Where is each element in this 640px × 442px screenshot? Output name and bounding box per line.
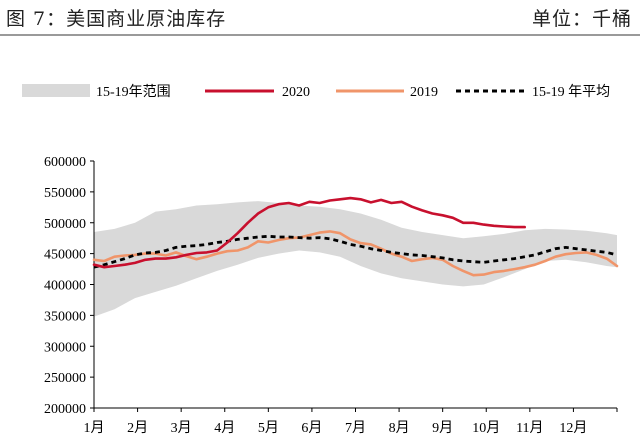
x-tick-label: 6月 (301, 420, 322, 436)
x-tick-label: 10月 (472, 420, 500, 436)
legend-label-2020: 2020 (282, 85, 310, 100)
y-tick-label: 550000 (44, 186, 86, 201)
y-tick-label: 450000 (44, 248, 86, 263)
y-tick-label: 350000 (44, 309, 86, 324)
legend-swatch-range (22, 84, 90, 97)
unit-label: 单位：千桶 (531, 8, 632, 30)
x-tick-label: 9月 (432, 420, 453, 436)
y-tick-label: 600000 (44, 155, 86, 170)
range-band-layer (94, 201, 617, 317)
legend: 15-19年范围 2020 2019 15-19 年平均 (22, 83, 610, 100)
legend-label-avg: 15-19 年平均 (532, 84, 610, 100)
series-2020-line (92, 196, 526, 269)
y-tick-label: 400000 (44, 279, 86, 294)
x-tick-label: 7月 (345, 420, 366, 436)
range-band-area (94, 201, 617, 317)
y-axis-ticks: 600000 550000 500000 450000 400000 350000 3000… (44, 155, 94, 417)
x-tick-label: 4月 (214, 420, 235, 436)
header-divider (0, 34, 640, 36)
series-layer (92, 196, 619, 277)
y-tick-label: 500000 (44, 217, 86, 232)
x-tick-label: 11月 (516, 420, 543, 436)
x-tick-label: 5月 (258, 420, 279, 436)
y-tick-label: 300000 (44, 340, 86, 355)
x-tick-label: 12月 (559, 420, 587, 436)
legend-label-2019: 2019 (410, 85, 438, 100)
figure-header: 图 7：美国商业原油库存 单位：千桶 (0, 0, 640, 36)
legend-label-range: 15-19年范围 (96, 83, 171, 100)
y-tick-label: 250000 (44, 371, 86, 386)
series-2019-line (92, 230, 619, 277)
series-avg-line (93, 234, 618, 269)
x-tick-label: 3月 (171, 420, 192, 436)
figure-title: 图 7：美国商业原油库存 (6, 8, 227, 30)
x-tick-label: 8月 (389, 420, 410, 436)
x-axis-ticks: 1月 2月 3月 4月 5月 6月 7月 8月 9月 10月 11月 12月 (84, 408, 618, 436)
y-tick-label: 200000 (44, 402, 86, 417)
x-tick-label: 1月 (84, 420, 105, 436)
x-tick-label: 2月 (127, 420, 148, 436)
